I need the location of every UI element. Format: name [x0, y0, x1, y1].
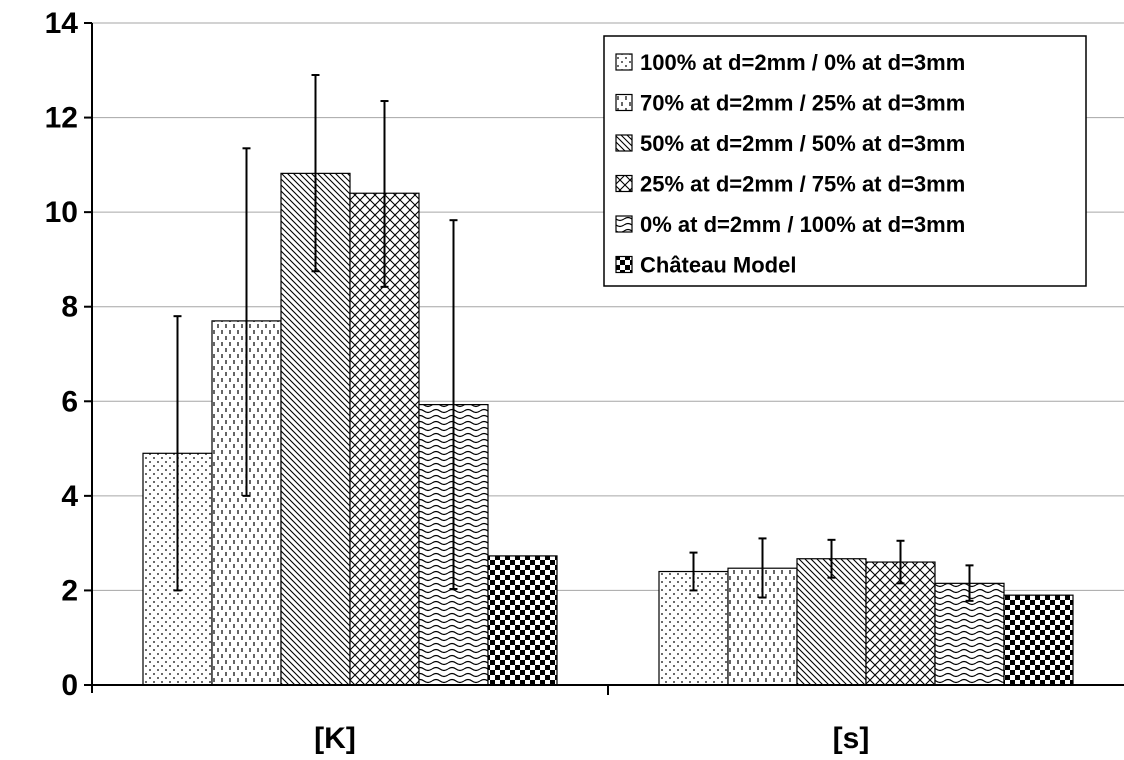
legend-swatch	[615, 174, 633, 193]
y-tick-label: 8	[61, 291, 78, 324]
y-tick-label: 14	[45, 7, 79, 40]
y-tick-label: 0	[61, 669, 78, 702]
y-tick-label: 4	[61, 480, 78, 513]
legend-box	[603, 35, 1087, 287]
x-category-label: [K]	[314, 722, 356, 755]
y-tick-label: 2	[61, 574, 78, 607]
bar	[487, 555, 558, 686]
legend-swatch	[615, 53, 633, 71]
legend-entry: 0% at d=2mm / 100% at d=3mm	[640, 212, 965, 237]
legend-entry: 70% at d=2mm / 25% at d=3mm	[640, 91, 965, 116]
legend-swatch	[615, 134, 633, 152]
bar	[1003, 594, 1074, 686]
y-tick-label: 12	[45, 102, 78, 135]
error-bars	[173, 74, 974, 602]
legend: 100% at d=2mm / 0% at d=3mm 70% at d=2mm …	[603, 35, 1087, 287]
y-tick-label: 6	[61, 385, 78, 418]
legend-entry: 100% at d=2mm / 0% at d=3mm	[640, 50, 965, 75]
legend-entry: Château Model	[640, 253, 796, 278]
legend-entry: 25% at d=2mm / 75% at d=3mm	[640, 172, 965, 197]
x-category-label: [s]	[833, 722, 870, 755]
legend-swatch	[615, 255, 633, 274]
legend-entry: 50% at d=2mm / 50% at d=3mm	[640, 131, 965, 156]
y-tick-label: 10	[45, 196, 78, 229]
legend-swatch	[615, 215, 633, 233]
axes: 0 2 4 6 8 10 12 14 [K] [s]	[45, 7, 1124, 755]
legend-swatch	[615, 93, 633, 112]
